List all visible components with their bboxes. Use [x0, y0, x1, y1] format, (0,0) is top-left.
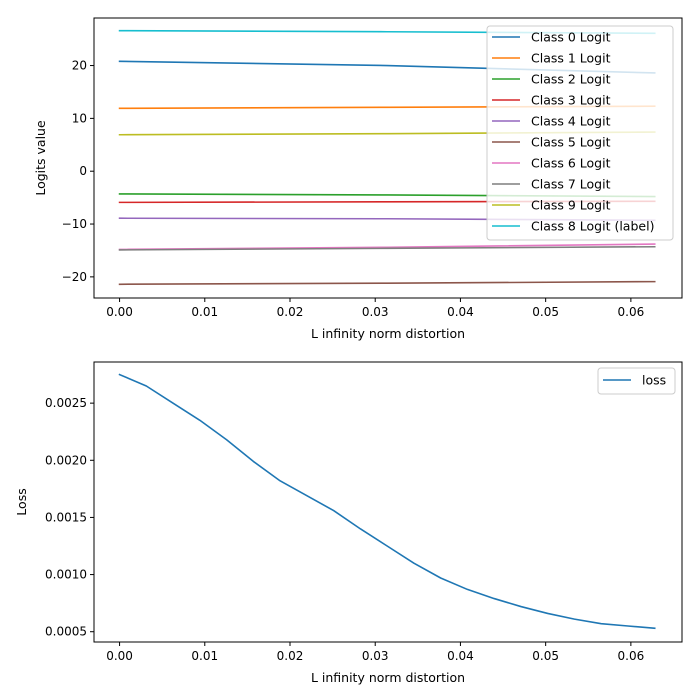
- loss-x-tick-label: 0.04: [447, 649, 474, 663]
- logits-legend-label-4: Class 4 Logit: [531, 114, 611, 129]
- loss-y-tick-label: 0.0010: [45, 568, 87, 582]
- logits-legend-label-1: Class 1 Logit: [531, 51, 611, 66]
- logits-x-tick-label: 0.04: [447, 305, 474, 319]
- loss-x-tick-label: 0.01: [191, 649, 218, 663]
- logits-y-tick-label: 0: [79, 164, 87, 178]
- logits-legend-label-9: Class 8 Logit (label): [531, 219, 654, 234]
- logits-legend-label-2: Class 2 Logit: [531, 72, 611, 87]
- logits-y-tick-label: −20: [62, 270, 87, 284]
- loss-legend-box: [597, 367, 676, 395]
- loss-x-tick-label: 0.02: [277, 649, 304, 663]
- loss-y-tick-label: 0.0025: [45, 396, 87, 410]
- logits-y-tick-label: 20: [72, 59, 87, 73]
- loss-series-group: [118, 373, 656, 630]
- logits-y-axis-label: Logits value: [33, 120, 48, 196]
- logits-legend: Class 0 Logit Class 1 Logit Class 2 Logit C…: [486, 25, 674, 241]
- loss-x-tick-label: 0.06: [618, 649, 645, 663]
- loss-series-line-0: [118, 373, 656, 630]
- logits-x-axis-label: L infinity norm distortion: [311, 326, 465, 341]
- logits-y-tick-label: 10: [72, 111, 87, 125]
- logits-x-tick-label: 0.03: [362, 305, 389, 319]
- loss-plot-area: [93, 361, 683, 643]
- logits-y-tick-label: −10: [62, 217, 87, 231]
- loss-legend: loss: [597, 367, 676, 395]
- logits-x-ticks: 0.00 0.01 0.02 0.03 0.04 0.05 0.06: [106, 298, 644, 319]
- loss-chart: 0.00 0.01 0.02 0.03 0.04 0.05 0.06 0.0005 0.001…: [14, 361, 683, 685]
- logits-series-line-5: [118, 280, 656, 286]
- loss-x-axis-label: L infinity norm distortion: [311, 670, 465, 685]
- logits-legend-box: [486, 25, 674, 241]
- loss-y-tick-label: 0.0015: [45, 510, 87, 524]
- logits-y-ticks: −20 −10 0 10 20: [62, 59, 94, 284]
- logits-series-line-7: [118, 245, 656, 251]
- loss-x-ticks: 0.00 0.01 0.02 0.03 0.04 0.05 0.06: [106, 642, 644, 663]
- logits-legend-label-8: Class 9 Logit: [531, 198, 611, 213]
- logits-legend-label-3: Class 3 Logit: [531, 93, 611, 108]
- loss-y-axis-label: Loss: [14, 488, 29, 515]
- loss-y-tick-label: 0.0005: [45, 625, 87, 639]
- logits-legend-label-0: Class 0 Logit: [531, 30, 611, 45]
- logits-legend-label-7: Class 7 Logit: [531, 177, 611, 192]
- logits-legend-label-5: Class 5 Logit: [531, 135, 611, 150]
- loss-y-tick-label: 0.0020: [45, 453, 87, 467]
- logits-x-tick-label: 0.01: [191, 305, 218, 319]
- loss-y-ticks: 0.0005 0.0010 0.0015 0.0020 0.0025: [45, 396, 94, 639]
- loss-x-tick-label: 0.00: [106, 649, 133, 663]
- logits-plot-area: [93, 17, 683, 299]
- logits-legend-label-6: Class 6 Logit: [531, 156, 611, 171]
- logits-x-tick-label: 0.00: [106, 305, 133, 319]
- loss-x-tick-label: 0.05: [532, 649, 559, 663]
- logits-x-tick-label: 0.05: [532, 305, 559, 319]
- loss-legend-label-0: loss: [642, 373, 666, 388]
- logits-x-tick-label: 0.06: [618, 305, 645, 319]
- logits-chart: 0.00 0.01 0.02 0.03 0.04 0.05 0.06 −20 −10 0 10 20…: [33, 17, 683, 341]
- loss-x-tick-label: 0.03: [362, 649, 389, 663]
- logits-x-tick-label: 0.02: [277, 305, 304, 319]
